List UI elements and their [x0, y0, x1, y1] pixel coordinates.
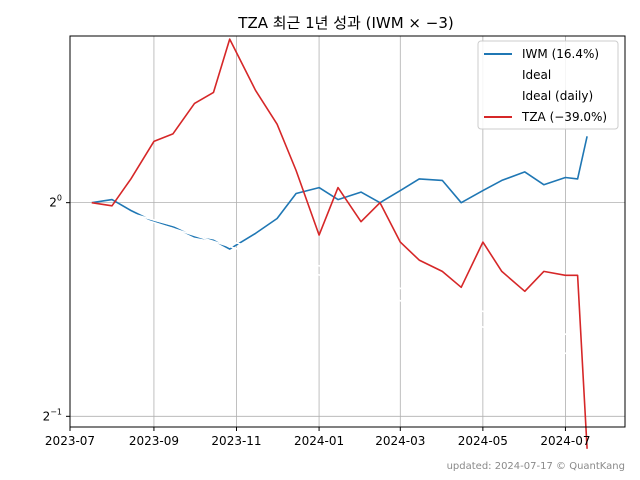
x-tick-label: 2023-09 — [129, 434, 179, 448]
legend-box — [477, 40, 619, 130]
y-axis: 20 2−1 — [43, 194, 70, 423]
x-tick-label: 2023-11 — [211, 434, 261, 448]
series-lines — [91, 38, 588, 449]
series-line-1 — [91, 201, 588, 341]
x-tick-label: 2024-07 — [540, 434, 590, 448]
legend-label-3: TZA (−39.0%) — [521, 110, 607, 124]
x-tick-label: 2024-05 — [458, 434, 508, 448]
footer-brand: QuantKang — [569, 461, 625, 472]
plot-frame — [69, 35, 626, 428]
legend-label-1: Ideal — [522, 68, 551, 82]
legend-label-2: Ideal (daily) — [522, 89, 593, 103]
series-line-0 — [91, 136, 588, 250]
series-line-3 — [91, 38, 588, 449]
legend-label-0: IWM (16.4%) — [522, 47, 599, 61]
footer-updated: updated: 2024-07-17 — [447, 461, 553, 472]
x-tick-label: 2023-07 — [45, 434, 95, 448]
footer-copyright-symbol: © — [556, 461, 566, 472]
chart-title: TZA 최근 1년 성과 (IWM × −3) — [237, 14, 453, 32]
footer-credit: updated: 2024-07-17 © QuantKang — [447, 461, 625, 472]
y-tick-label: 20 — [49, 194, 62, 210]
legend: IWM (16.4%) Ideal Ideal (daily) TZA (−39.0%… — [477, 40, 619, 130]
series-line-2 — [91, 201, 588, 361]
x-tick-label: 2024-03 — [375, 434, 425, 448]
x-tick-label: 2024-01 — [294, 434, 344, 448]
x-axis: 2023-07 2023-09 2023-11 2024-01 2024-03 2024-… — [45, 427, 591, 448]
y-tick-label: 2−1 — [43, 407, 62, 423]
